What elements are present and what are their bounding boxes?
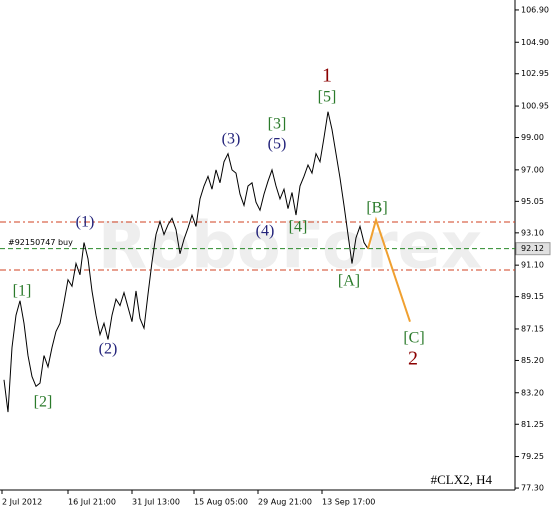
y-tick-label: 91.10 [521, 261, 544, 270]
y-tick-label: 79.25 [521, 452, 544, 461]
y-tick-label: 81.25 [521, 420, 544, 429]
wave-label: (1) [76, 214, 95, 231]
y-tick-label: 106.90 [521, 5, 549, 14]
symbol-label: #CLX2, H4 [431, 472, 493, 487]
y-tick-label: 102.95 [521, 69, 549, 78]
x-tick-label: 15 Aug 05:00 [194, 498, 248, 507]
wave-label: [C] [403, 330, 424, 347]
wave-label: 1 [322, 65, 332, 87]
y-tick-label: 104.90 [521, 38, 549, 47]
x-tick-label: 13 Sep 17:00 [322, 498, 375, 507]
x-tick-label: 29 Aug 21:00 [258, 498, 312, 507]
y-tick-label: 99.00 [521, 133, 544, 142]
x-tick-label: 31 Jul 13:00 [132, 498, 180, 507]
wave-label: [2] [34, 394, 53, 411]
y-tick-label: 87.15 [521, 324, 544, 333]
y-tick-label: 89.15 [521, 292, 544, 301]
wave-label: [4] [289, 219, 308, 236]
wave-label: [B] [366, 200, 387, 217]
wave-label: [3] [268, 116, 287, 133]
wave-label: (3) [222, 131, 241, 148]
wave-label: [A] [338, 273, 360, 290]
price-label: 92.12 [521, 244, 544, 253]
y-tick-label: 83.20 [521, 388, 544, 397]
y-tick-label: 97.00 [521, 165, 544, 174]
y-tick-label: 100.95 [521, 102, 549, 111]
wave-label: (2) [99, 341, 118, 358]
wave-label: (5) [268, 136, 287, 153]
y-tick-label: 85.20 [521, 356, 544, 365]
y-tick-label: 95.05 [521, 197, 544, 206]
wave-label: 2 [408, 348, 418, 370]
y-tick-label: 93.10 [521, 228, 544, 237]
x-tick-label: 16 Jul 21:00 [68, 498, 116, 507]
wave-label: (4) [256, 223, 275, 240]
x-tick-label: 2 Jul 2012 [2, 498, 42, 507]
level-label: #92150747 buy [8, 238, 73, 247]
y-tick-label: 77.30 [521, 484, 544, 493]
projection-line [367, 216, 411, 323]
wave-label: [1] [13, 283, 32, 300]
wave-label: [5] [318, 89, 337, 106]
price-line [3, 111, 369, 413]
price-box [515, 242, 551, 256]
